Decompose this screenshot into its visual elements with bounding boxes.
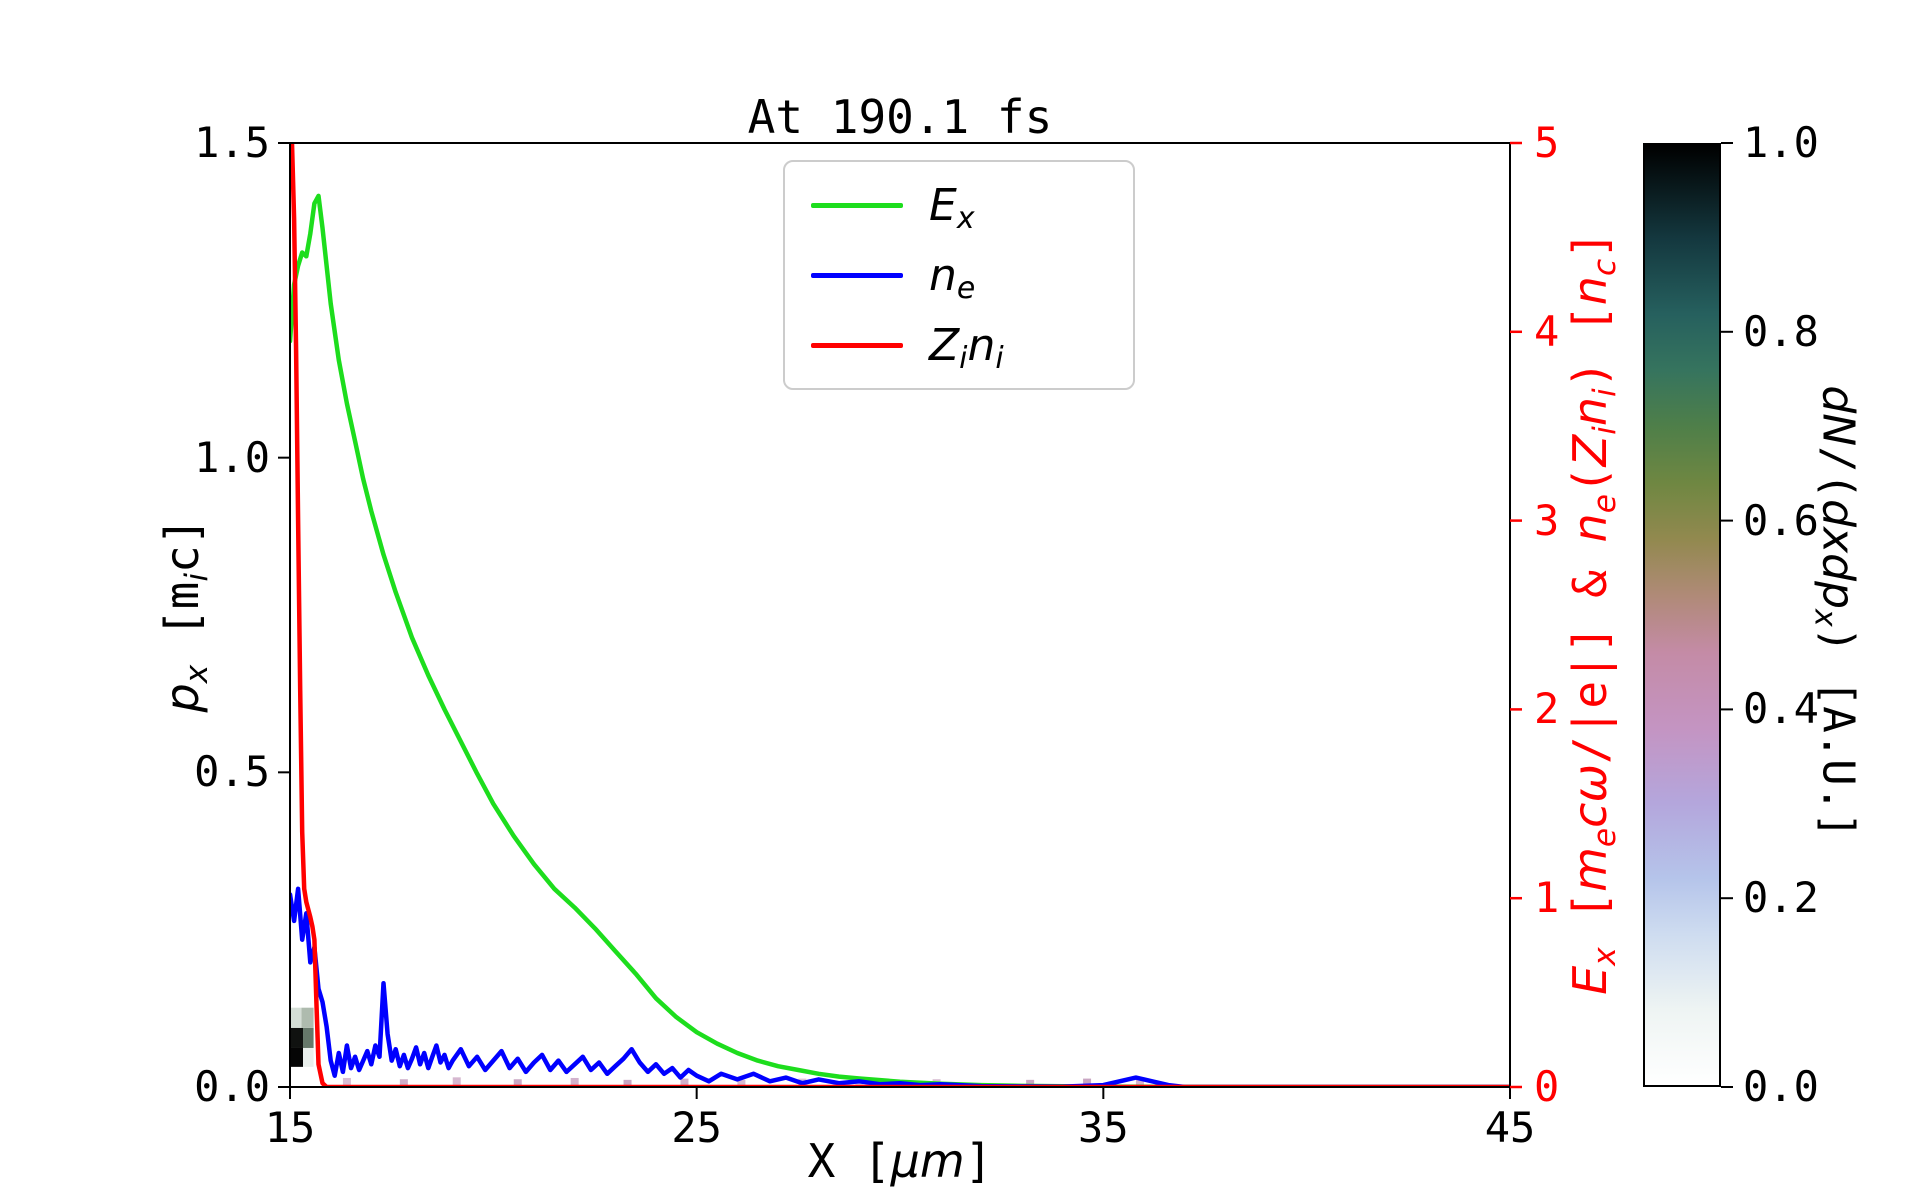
legend-label-ne: ne <box>929 249 975 306</box>
phase-dot <box>1026 1079 1035 1087</box>
colorbar-label: dN/(dxdpx) [A.U.] <box>1807 385 1864 839</box>
label-segment: n <box>967 319 996 371</box>
label-segment: n <box>1563 396 1617 427</box>
label-segment: Z <box>929 319 960 371</box>
phase-dot <box>737 1079 746 1087</box>
label-segment: e <box>1586 494 1623 514</box>
label-segment: c] <box>155 517 209 573</box>
legend: Ex ne Zini <box>783 160 1135 390</box>
label-segment: Z <box>1563 434 1617 467</box>
legend-label-Zini: Zini <box>929 319 1004 376</box>
axes-frame <box>289 142 1511 1088</box>
label-segment: i <box>1586 388 1623 397</box>
curve-Ex <box>290 193 1510 1087</box>
label-segment: m <box>1563 847 1617 892</box>
label-segment: ω <box>1563 764 1617 803</box>
label-segment: ) [ <box>1563 305 1617 389</box>
label-segment: x <box>1586 947 1623 966</box>
right-y-axis-label: Ex [mecω/|e|] & ne(Zini) [nc] <box>1563 231 1623 995</box>
label-segment: X [ <box>807 1134 891 1188</box>
phase-cell <box>290 1047 304 1067</box>
x-axis-label: X [μm] <box>808 1134 993 1188</box>
label-segment: ] <box>1563 231 1617 259</box>
label-segment: n <box>1563 276 1617 306</box>
label-segment: /|e|] & <box>1563 542 1617 764</box>
label-segment: dxdp <box>1812 499 1864 610</box>
legend-line-ne <box>811 272 903 278</box>
label-segment: x <box>956 200 975 236</box>
phase-dot <box>452 1077 461 1086</box>
label-segment: i <box>959 340 968 376</box>
label-segment: n <box>1563 513 1617 543</box>
label-segment: i <box>178 572 215 582</box>
plot-title: At 190.1 fs <box>747 90 1053 144</box>
legend-item-Zini: Zini <box>811 319 1107 376</box>
phase-dot <box>1135 1079 1144 1087</box>
label-segment: dN <box>1812 385 1864 447</box>
label-segment: x <box>1807 609 1843 627</box>
phase-dot <box>1083 1078 1092 1087</box>
phase-dot <box>513 1079 522 1087</box>
legend-label-Ex: Ex <box>929 179 975 236</box>
label-segment: E <box>1563 965 1617 995</box>
label-segment: e <box>1586 827 1623 848</box>
phase-cell <box>301 1007 314 1028</box>
label-segment: μm <box>890 1134 965 1188</box>
label-segment: [ <box>1563 891 1617 948</box>
legend-item-Ex: Ex <box>811 179 1107 236</box>
label-segment: E <box>929 179 957 231</box>
colorbar-gradient <box>1643 143 1721 1087</box>
phase-dot <box>623 1079 632 1087</box>
label-segment: c <box>1586 258 1623 277</box>
phase-dot <box>570 1077 579 1086</box>
label-segment: i <box>995 340 1004 376</box>
legend-item-ne: ne <box>811 249 1107 306</box>
phase-cell <box>303 1027 314 1048</box>
phase-space-heatmap <box>290 1007 1144 1087</box>
label-segment: e <box>956 270 976 306</box>
label-segment: n <box>929 249 957 301</box>
phase-dot <box>680 1078 689 1087</box>
label-segment: ] <box>964 1134 993 1188</box>
label-segment: /( <box>1812 446 1864 500</box>
phase-dot <box>399 1079 408 1087</box>
phase-dot <box>342 1077 351 1086</box>
label-segment: i <box>1586 426 1623 435</box>
label-segment: p <box>155 683 209 713</box>
label-segment: ) <box>1812 626 1864 654</box>
label-segment: c <box>1563 802 1617 828</box>
label-segment: ( <box>1563 466 1617 495</box>
phase-cell <box>303 1047 314 1067</box>
label-segment: x <box>178 664 215 684</box>
label-segment: [A.U.] <box>1812 653 1864 839</box>
left-y-axis-label: px [mic] <box>155 517 215 713</box>
phase-cell <box>290 1027 304 1048</box>
phase-cell <box>290 1007 302 1028</box>
legend-line-Zini <box>811 342 903 348</box>
legend-line-Ex <box>811 202 903 208</box>
label-segment: [m <box>155 581 209 665</box>
curve-ne <box>290 886 1510 1087</box>
